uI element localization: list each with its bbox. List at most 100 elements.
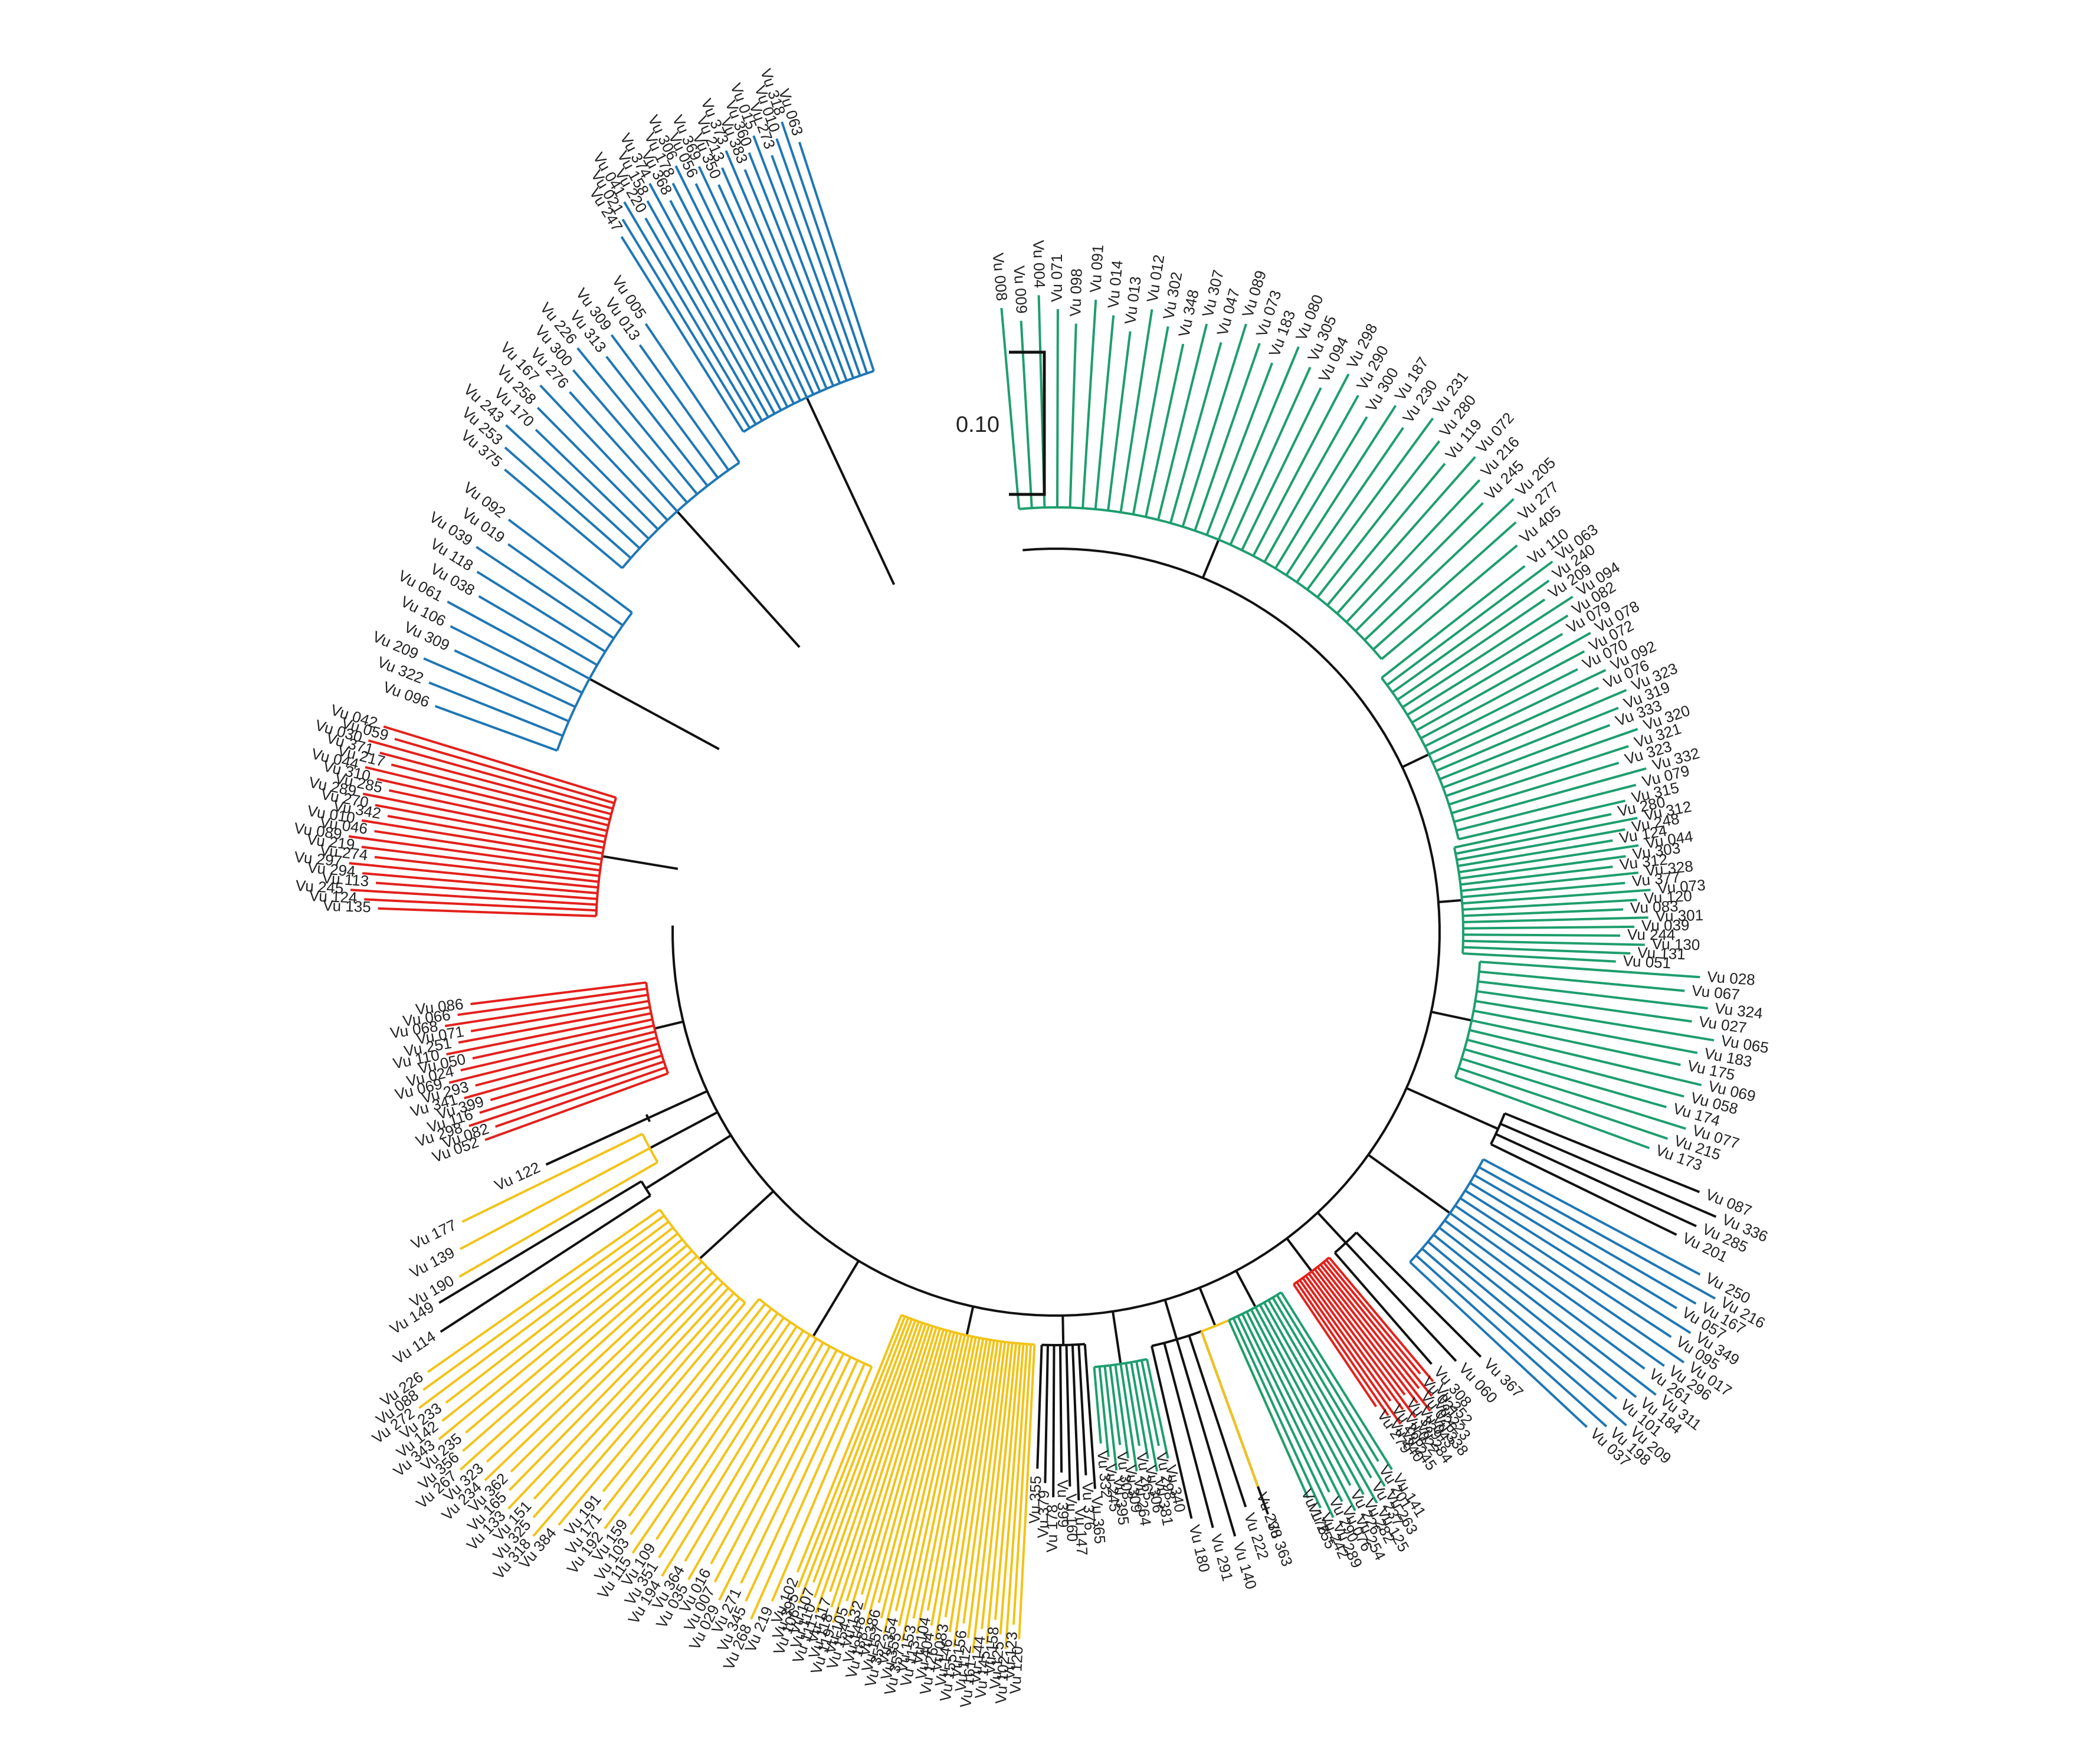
leaf-branch [484,1072,668,1142]
leaf-branch [1200,1330,1259,1487]
leaf-branch [750,1363,866,1620]
leaf-branch [1252,373,1350,557]
leaf-branch [454,649,576,709]
leaf-branch [476,570,606,653]
leaf-branch [1044,1345,1049,1483]
leaf-branch [470,999,650,1032]
leaf-branch [1325,1259,1421,1375]
leaf-label: Vu 102 [992,1655,1013,1704]
leaf-label: Vu 147 [1071,1507,1091,1556]
leaf-branch [1069,323,1077,508]
leaf-branch [533,1287,729,1500]
leaf-label: Vu 178 [1043,1504,1061,1553]
leaf-branch [490,1048,661,1101]
leaf-branch [1495,1133,1697,1228]
leaf-branch [440,1194,651,1333]
leaf-branch [1462,952,1616,963]
leaf-branch [1457,839,1613,867]
leaf-branch [1438,1227,1657,1396]
leaf-branch [458,1161,658,1278]
leaf-branch [1326,463,1446,606]
clade-arc [1151,1330,1202,1347]
leaf-branch [558,1301,746,1526]
leaf-branch [797,1316,906,1588]
leaf-label: Vu 014 [1104,260,1126,309]
leaf-branch [494,1066,667,1128]
leaf-branch [1449,1212,1665,1367]
leaf-branch [602,1298,761,1493]
leaf-branch [916,1337,977,1634]
leaf-branch [1490,1143,1677,1236]
leaf-label: Vu 379 [1034,1490,1053,1538]
leaf-branch [1451,762,1620,815]
leaf-branch [1125,1363,1140,1447]
leaf-branch [1474,1174,1697,1305]
leaf-branch [1448,745,1629,806]
leaf-branch [1263,395,1359,563]
clade-stem [645,1134,732,1190]
leaf-branch [1336,456,1476,615]
leaf-label: Vu 376 [1079,1482,1099,1531]
leaf-branch [1065,1345,1071,1487]
leaf-branch [1328,1257,1434,1382]
clade-stem [647,1090,708,1120]
leaf-branch [1135,1361,1159,1472]
leaf-branch [1163,1342,1214,1529]
leaf-branch [669,199,782,411]
clade-arc [758,1298,873,1368]
leaf-branch [1461,1057,1686,1130]
leaf-branch [464,1042,659,1100]
leaf-branch [798,142,875,372]
leaf-branch [1345,479,1481,623]
leaf-branch [1012,1344,1033,1625]
leaf-branch [781,121,868,374]
leaf-branch [948,1340,995,1632]
leaf-branch [604,1307,772,1530]
leaf-branch [535,428,650,540]
leaf-branch [532,1292,735,1519]
leaf-branch [434,705,558,752]
leaf-branch [1458,844,1639,874]
leaf-branch [1391,579,1550,694]
leaf-label: Vu 124 [309,887,358,907]
tree-branches [348,121,1717,1654]
leaf-label: Vu 377 [1631,868,1681,890]
leaf-branch [1381,544,1518,660]
leaf-branch [1296,427,1405,583]
leaf-branch [1205,362,1274,536]
leaf-branch [507,543,624,627]
leaf-branch [1407,614,1569,716]
leaf-branch [725,150,828,389]
leaf-branch [1355,502,1484,632]
leaf-branch [1364,498,1515,641]
leaf-branch [1188,1335,1247,1508]
leaf-branch [1454,1204,1685,1363]
leaf-label: Vu 158 [981,1626,1002,1676]
leaf-branch [444,994,648,1028]
leaf-branch [671,182,789,408]
leaf-branch [1424,668,1578,747]
leaf-branch [394,737,615,805]
leaf-branch [952,1340,999,1647]
clade-stem [1431,1011,1472,1022]
leaf-branch [1454,813,1612,849]
leaf-label: Vu 071 [1048,254,1066,302]
leaf-branch [1071,1345,1080,1501]
leaf-branch [1462,888,1651,905]
leaf-branch [1478,1166,1716,1300]
leaf-branch [1302,1277,1392,1402]
leaf-branch [1254,1306,1352,1486]
leaf-branch [796,1314,903,1573]
leaf-branch [621,218,751,429]
leaf-branch [981,1342,1014,1629]
leaf-label: Vu 098 [1066,268,1086,317]
leaf-branch [1132,326,1169,515]
leaf-branch [830,1323,927,1608]
leaf-branch [462,1250,693,1452]
leaf-branch [1310,1270,1406,1396]
clade-arc [641,1133,659,1163]
clade-arc [1453,847,1465,954]
leaf-branch [1456,783,1637,832]
leaf-label: Vu 039 [1641,916,1690,935]
leaf-branch [460,1024,654,1072]
